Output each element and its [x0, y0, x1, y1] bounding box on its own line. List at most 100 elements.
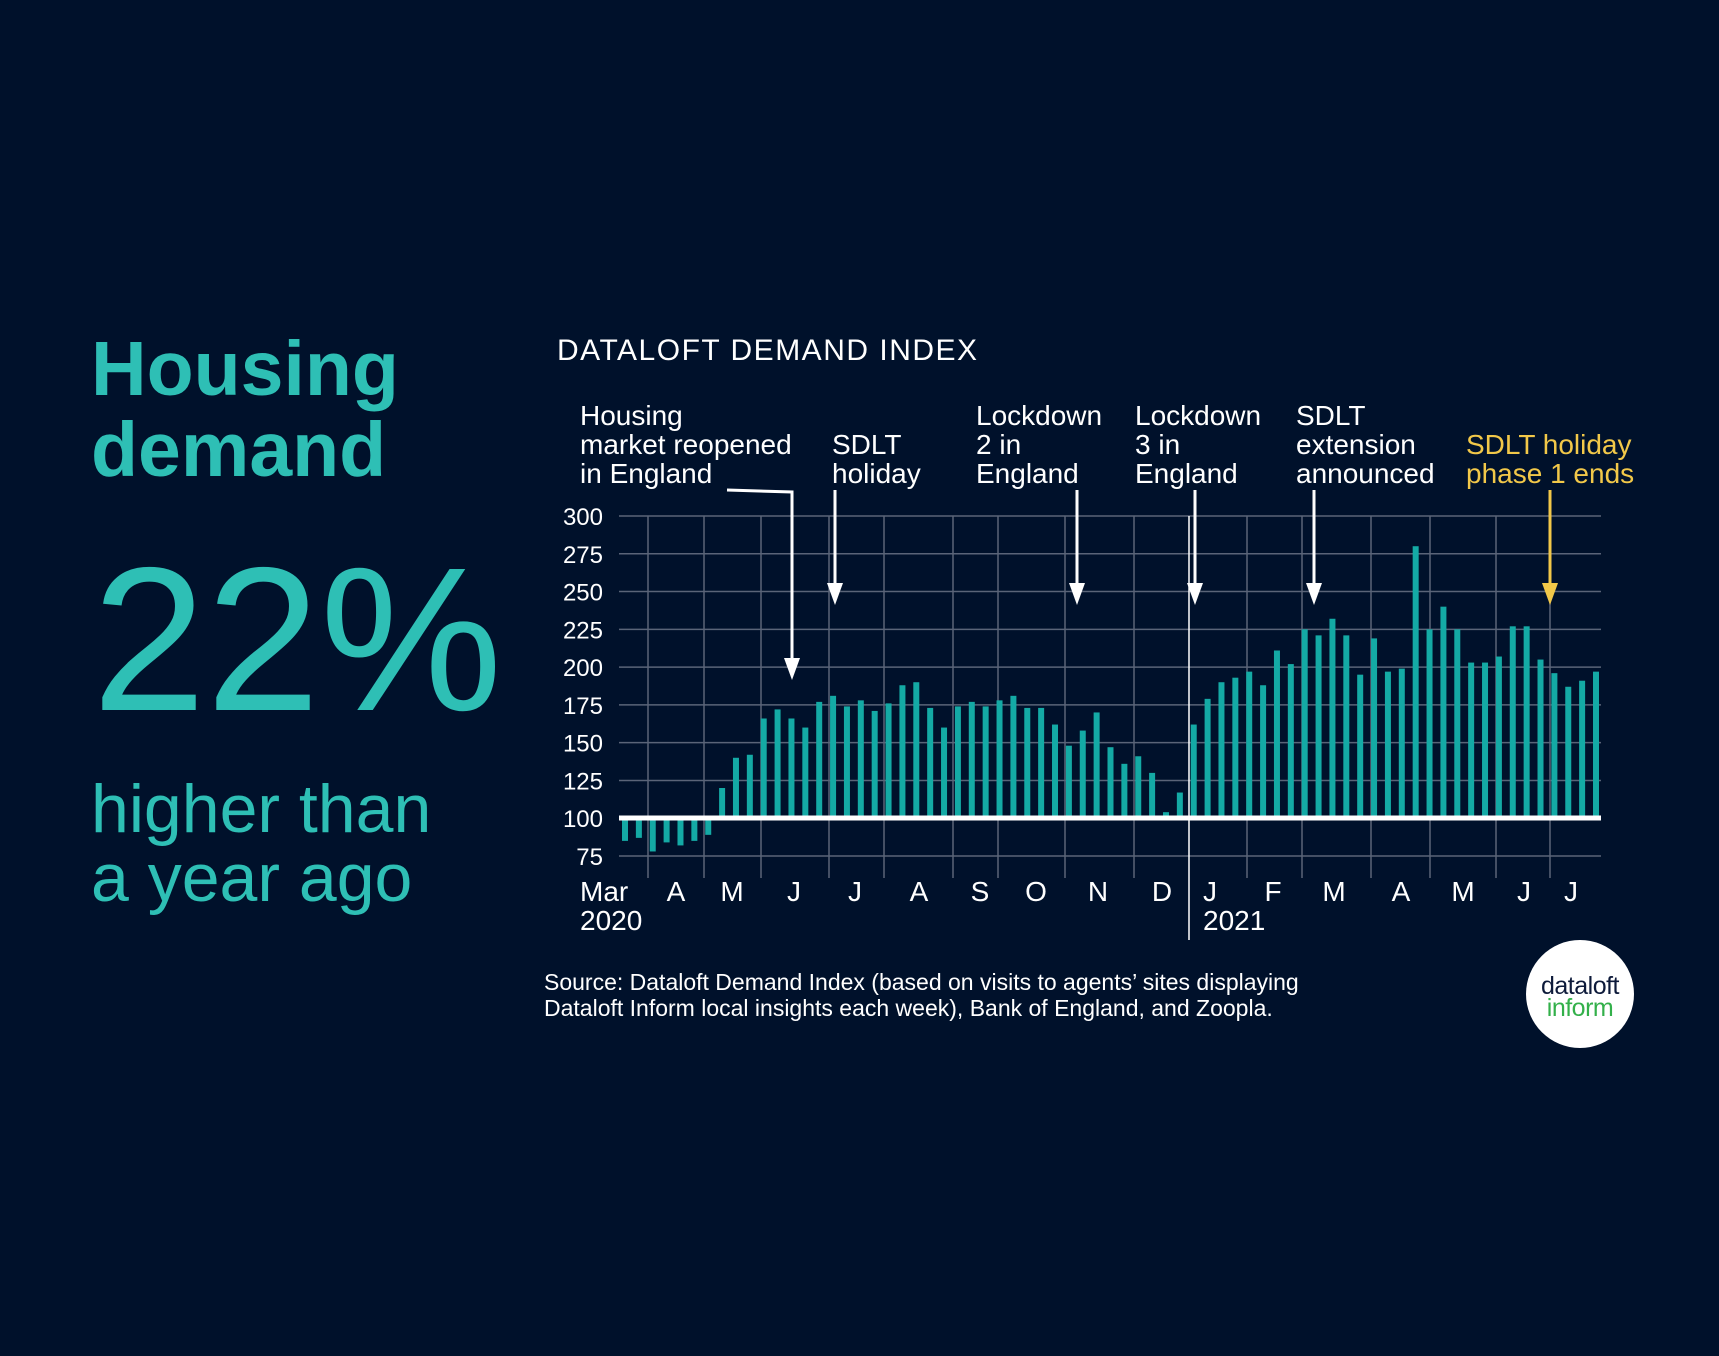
- y-tick-label: 100: [563, 806, 603, 833]
- bar: [774, 709, 781, 819]
- bar: [1468, 662, 1475, 819]
- bar: [1149, 772, 1156, 819]
- bar: [705, 818, 712, 835]
- bar: [1565, 686, 1572, 819]
- bar: [954, 706, 961, 819]
- y-tick-label: 175: [563, 693, 603, 720]
- bar: [1287, 664, 1294, 819]
- x-tick-label: F: [1264, 876, 1281, 907]
- bar: [1440, 606, 1447, 819]
- bar: [1093, 712, 1100, 819]
- headline-line1: Housing: [91, 326, 399, 412]
- x-tick-label: O: [1025, 876, 1047, 907]
- y-tick-label: 125: [563, 768, 603, 795]
- bar: [788, 718, 795, 819]
- bar: [1246, 671, 1253, 819]
- x-tick-label: A: [910, 876, 929, 907]
- annotation-text: SDLT: [1296, 400, 1366, 431]
- bar: [1079, 730, 1086, 819]
- bar: [899, 685, 906, 819]
- x-tick-label: A: [1392, 876, 1411, 907]
- bar: [1065, 745, 1072, 819]
- annotation-text: market reopened: [580, 429, 792, 460]
- bar: [1162, 812, 1169, 819]
- bar: [719, 788, 726, 819]
- stat-value: 22%: [92, 525, 502, 754]
- annotation-text: Lockdown: [1135, 400, 1261, 431]
- bar: [885, 703, 892, 819]
- logo-line2: inform: [1547, 994, 1613, 1022]
- arrow-down-icon: [1542, 583, 1558, 605]
- bar: [663, 818, 670, 843]
- bar: [635, 818, 642, 838]
- bar: [1232, 677, 1239, 819]
- bar: [802, 727, 809, 819]
- bar: [830, 695, 837, 819]
- bar: [968, 701, 975, 819]
- arrow-down-icon: [784, 658, 800, 680]
- bar: [1426, 629, 1433, 819]
- y-tick-label: 275: [563, 542, 603, 569]
- annotation-text: England: [1135, 458, 1238, 489]
- bar: [982, 706, 989, 819]
- bar: [1593, 671, 1599, 819]
- logo-line1: dataloft: [1541, 972, 1620, 1000]
- bar: [1412, 546, 1419, 819]
- x-tick-label: Mar: [580, 876, 628, 907]
- x-tick-label: M: [720, 876, 743, 907]
- stat-line2: a year ago: [91, 840, 412, 916]
- bar: [1384, 671, 1391, 819]
- bar: [913, 682, 920, 819]
- bar: [1010, 695, 1017, 819]
- y-tick-label: 225: [563, 617, 603, 644]
- x-tick-label: A: [667, 876, 686, 907]
- x-tick-year: 2021: [1203, 905, 1265, 936]
- bar: [816, 701, 823, 819]
- annotation-text: SDLT holiday: [1466, 429, 1632, 460]
- x-tick-label: M: [1322, 876, 1345, 907]
- source-line2: Dataloft Inform local insights each week…: [544, 995, 1273, 1021]
- y-tick-label: 200: [563, 655, 603, 682]
- bar: [622, 818, 628, 841]
- arrow-down-icon: [827, 583, 843, 605]
- bar: [1482, 662, 1489, 819]
- arrow-down-icon: [1187, 583, 1203, 605]
- bar: [1343, 635, 1350, 819]
- bar: [746, 754, 753, 819]
- annotation-text: Lockdown: [976, 400, 1102, 431]
- bar: [1052, 724, 1059, 819]
- bar: [1398, 668, 1405, 819]
- bar: [1523, 626, 1530, 819]
- bar: [941, 727, 948, 819]
- x-tick-label: N: [1088, 876, 1108, 907]
- annotation-text: 3 in: [1135, 429, 1180, 460]
- annotation-text: extension: [1296, 429, 1416, 460]
- y-tick-label: 75: [576, 844, 603, 871]
- bar: [871, 710, 878, 819]
- annotation-text: 2 in: [976, 429, 1021, 460]
- bar: [1537, 659, 1544, 819]
- bar: [857, 700, 864, 819]
- x-tick-label: J: [1203, 876, 1217, 907]
- bar: [760, 718, 767, 819]
- bar: [1024, 707, 1031, 819]
- chart-title: DATALOFT DEMAND INDEX: [557, 334, 979, 367]
- annotation-text: SDLT: [832, 429, 902, 460]
- annotation-text: announced: [1296, 458, 1435, 489]
- x-tick-year: 2020: [580, 905, 642, 936]
- bar: [1357, 674, 1364, 819]
- stat-line1: higher than: [91, 771, 431, 847]
- bar: [1454, 629, 1461, 819]
- bar: [1218, 682, 1225, 819]
- bar: [691, 818, 698, 841]
- bar: [1107, 747, 1114, 819]
- x-tick-label: J: [787, 876, 801, 907]
- bar: [1509, 626, 1516, 819]
- bar: [1329, 618, 1336, 819]
